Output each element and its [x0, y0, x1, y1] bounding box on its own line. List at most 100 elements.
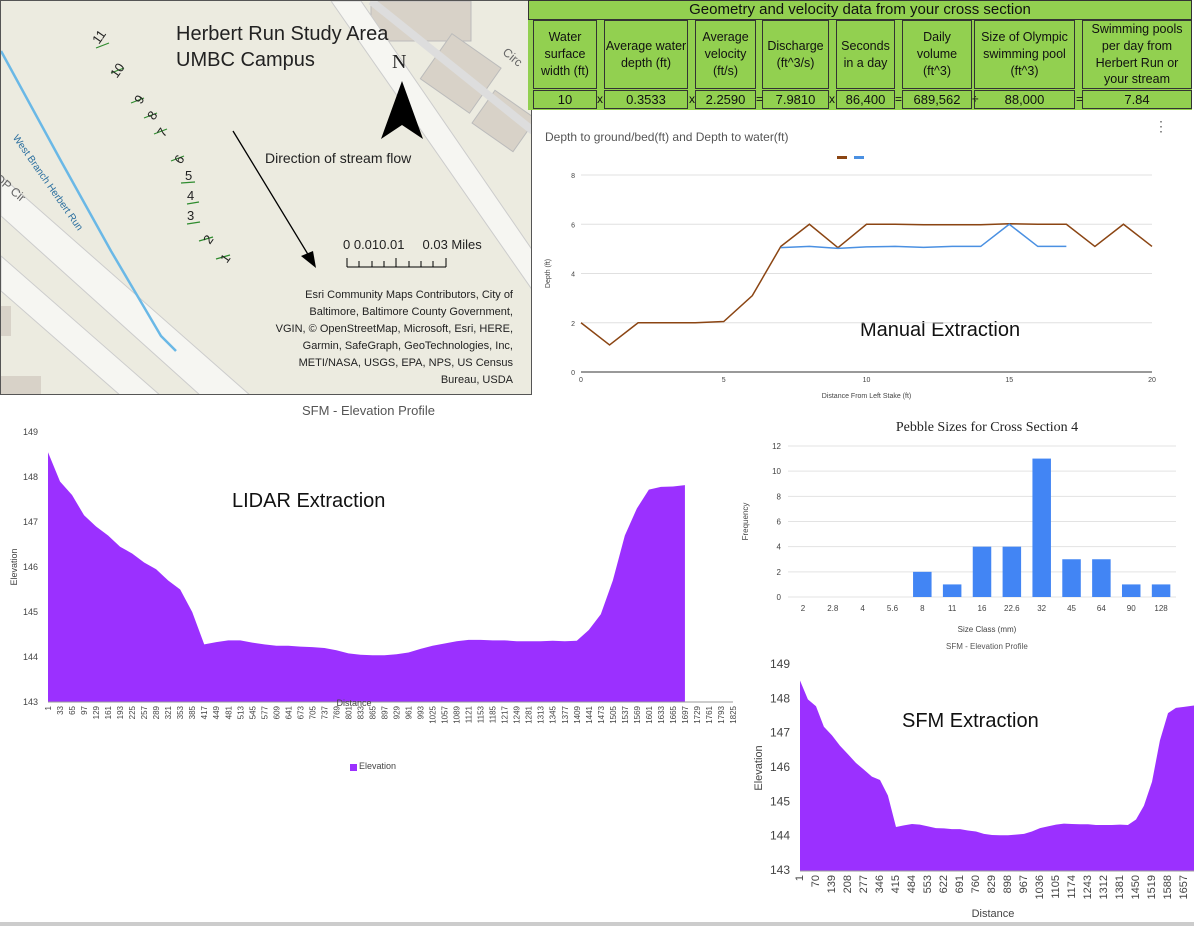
x-tick-label: 257 — [140, 705, 149, 719]
ground-depth-line — [580, 223, 1153, 346]
x-tick-label: 577 — [260, 705, 269, 719]
attribution-line: Bureau, USDA — [440, 374, 513, 386]
x-tick-label: 16 — [978, 604, 987, 613]
road — [1, 175, 250, 394]
y-axis-label: Elevation — [753, 745, 765, 790]
water-depth-line — [780, 223, 1067, 250]
stake-tick — [95, 42, 110, 49]
x-tick-label: 10 — [863, 377, 871, 384]
sfm-extraction-label: SFM Extraction — [902, 710, 1039, 732]
x-axis-label: Distance — [336, 698, 371, 708]
attribution-line: METI/NASA, USGS, EPA, NPS, US Census — [298, 357, 513, 369]
bar — [942, 584, 962, 597]
x-tick-label: 609 — [272, 705, 281, 719]
x-tick-label: 1185 — [489, 705, 498, 723]
x-tick-label: 1036 — [1034, 875, 1046, 899]
x-tick-label: 208 — [842, 875, 854, 893]
x-tick-label: 417 — [200, 705, 209, 719]
y-tick-label: 149 — [23, 427, 38, 437]
map-background — [1, 1, 531, 394]
x-tick-label: 64 — [1097, 604, 1106, 613]
x-tick-label: 513 — [236, 705, 245, 719]
sfm-chart-panel: SFM Extraction — [762, 655, 1194, 922]
x-tick-label: 1665 — [669, 705, 678, 723]
x-tick-label: 1153 — [477, 705, 486, 723]
x-tick-label: 1281 — [525, 705, 534, 723]
x-tick-label: 829 — [986, 875, 998, 893]
x-tick-label: 65 — [68, 705, 77, 714]
x-tick-label: 22.6 — [1004, 604, 1020, 613]
stake-tick — [186, 221, 201, 225]
x-tick-label: 15 — [1005, 377, 1013, 384]
x-tick-label: 1105 — [1050, 875, 1062, 899]
study-area-map: Herbert Run Study Area UMBC Campus N Dir… — [0, 0, 532, 395]
y-tick-label: 146 — [770, 760, 790, 774]
table-value: 0.3533 — [604, 90, 688, 109]
x-tick-label: 1537 — [621, 705, 630, 723]
x-tick-label: 929 — [393, 705, 402, 719]
x-tick-label: 32 — [1037, 604, 1046, 613]
x-tick-label: 1377 — [561, 705, 570, 723]
x-tick-label: 90 — [1127, 604, 1136, 613]
flow-direction-label: Direction of stream flow — [265, 150, 412, 166]
y-tick-label: 4 — [571, 272, 575, 279]
x-tick-label: 1761 — [705, 705, 714, 723]
y-tick-label: 148 — [770, 691, 790, 705]
y-tick-label: 147 — [23, 517, 38, 527]
x-tick-label: 225 — [128, 705, 137, 719]
bar — [913, 571, 932, 597]
legend-swatch-water — [854, 156, 864, 159]
y-tick-label: 2 — [571, 321, 575, 328]
x-tick-label: 5.6 — [887, 604, 899, 613]
stake-tick — [130, 97, 145, 104]
x-tick-label: 1825 — [729, 705, 738, 723]
stake-tick — [198, 236, 214, 242]
x-tick-label: 1601 — [645, 705, 654, 723]
x-tick-label: 1025 — [429, 705, 438, 723]
map-subtitle: UMBC Campus — [176, 49, 315, 71]
pebble-chart-title: Pebble Sizes for Cross Section 4 — [896, 420, 1078, 435]
x-tick-label: 20 — [1148, 377, 1156, 384]
pebble-caption: SFM - Elevation Profile — [946, 642, 1028, 651]
bar — [1002, 546, 1022, 597]
x-tick-label: 0 — [579, 377, 583, 384]
table-operator: x — [597, 92, 603, 106]
road — [330, 1, 531, 290]
x-tick-label: 553 — [922, 875, 934, 893]
x-axis-label: Distance — [972, 908, 1015, 920]
stake-tick — [153, 128, 168, 135]
y-axis-label: Elevation — [9, 548, 19, 585]
table-operator: = — [895, 92, 903, 106]
river-line — [1, 50, 177, 352]
chart-menu-icon[interactable]: ⋮ — [1154, 118, 1168, 134]
x-tick-label: 2.8 — [827, 604, 839, 613]
x-tick-label: 1409 — [573, 705, 582, 723]
stake-label: 4 — [187, 188, 195, 203]
attribution-line: VGIN, © OpenStreetMap, Microsoft, Esri, … — [275, 323, 513, 335]
x-tick-label: 1249 — [513, 705, 522, 723]
elevation-area — [800, 680, 1194, 871]
x-tick-label: 289 — [152, 705, 161, 719]
legend-swatch-elevation — [350, 764, 357, 771]
x-tick-label: 353 — [176, 705, 185, 719]
x-tick-label: 415 — [890, 875, 902, 893]
x-tick-label: 1313 — [537, 705, 546, 723]
stake-label: 5 — [185, 168, 193, 183]
x-tick-label: 801 — [344, 705, 353, 719]
y-tick-label: 147 — [770, 726, 790, 740]
flow-arrow-head — [301, 251, 316, 268]
building — [471, 89, 531, 153]
scale-label: 0 0.010.01 0.03 Miles — [343, 237, 482, 252]
x-tick-label: 129 — [92, 705, 101, 719]
x-tick-label: 1473 — [597, 705, 606, 723]
x-tick-label: 1089 — [453, 705, 462, 723]
x-tick-label: 898 — [1002, 875, 1014, 893]
y-tick-label: 143 — [770, 863, 790, 877]
table-header: Average water depth (ft) — [604, 20, 688, 89]
x-tick-label: 967 — [1018, 875, 1030, 893]
y-tick-label: 143 — [23, 697, 38, 707]
stake-tick — [170, 155, 185, 162]
table-value: 7.9810 — [762, 90, 829, 109]
table-value: 86,400 — [836, 90, 895, 109]
x-tick-label: 1450 — [1130, 875, 1142, 899]
